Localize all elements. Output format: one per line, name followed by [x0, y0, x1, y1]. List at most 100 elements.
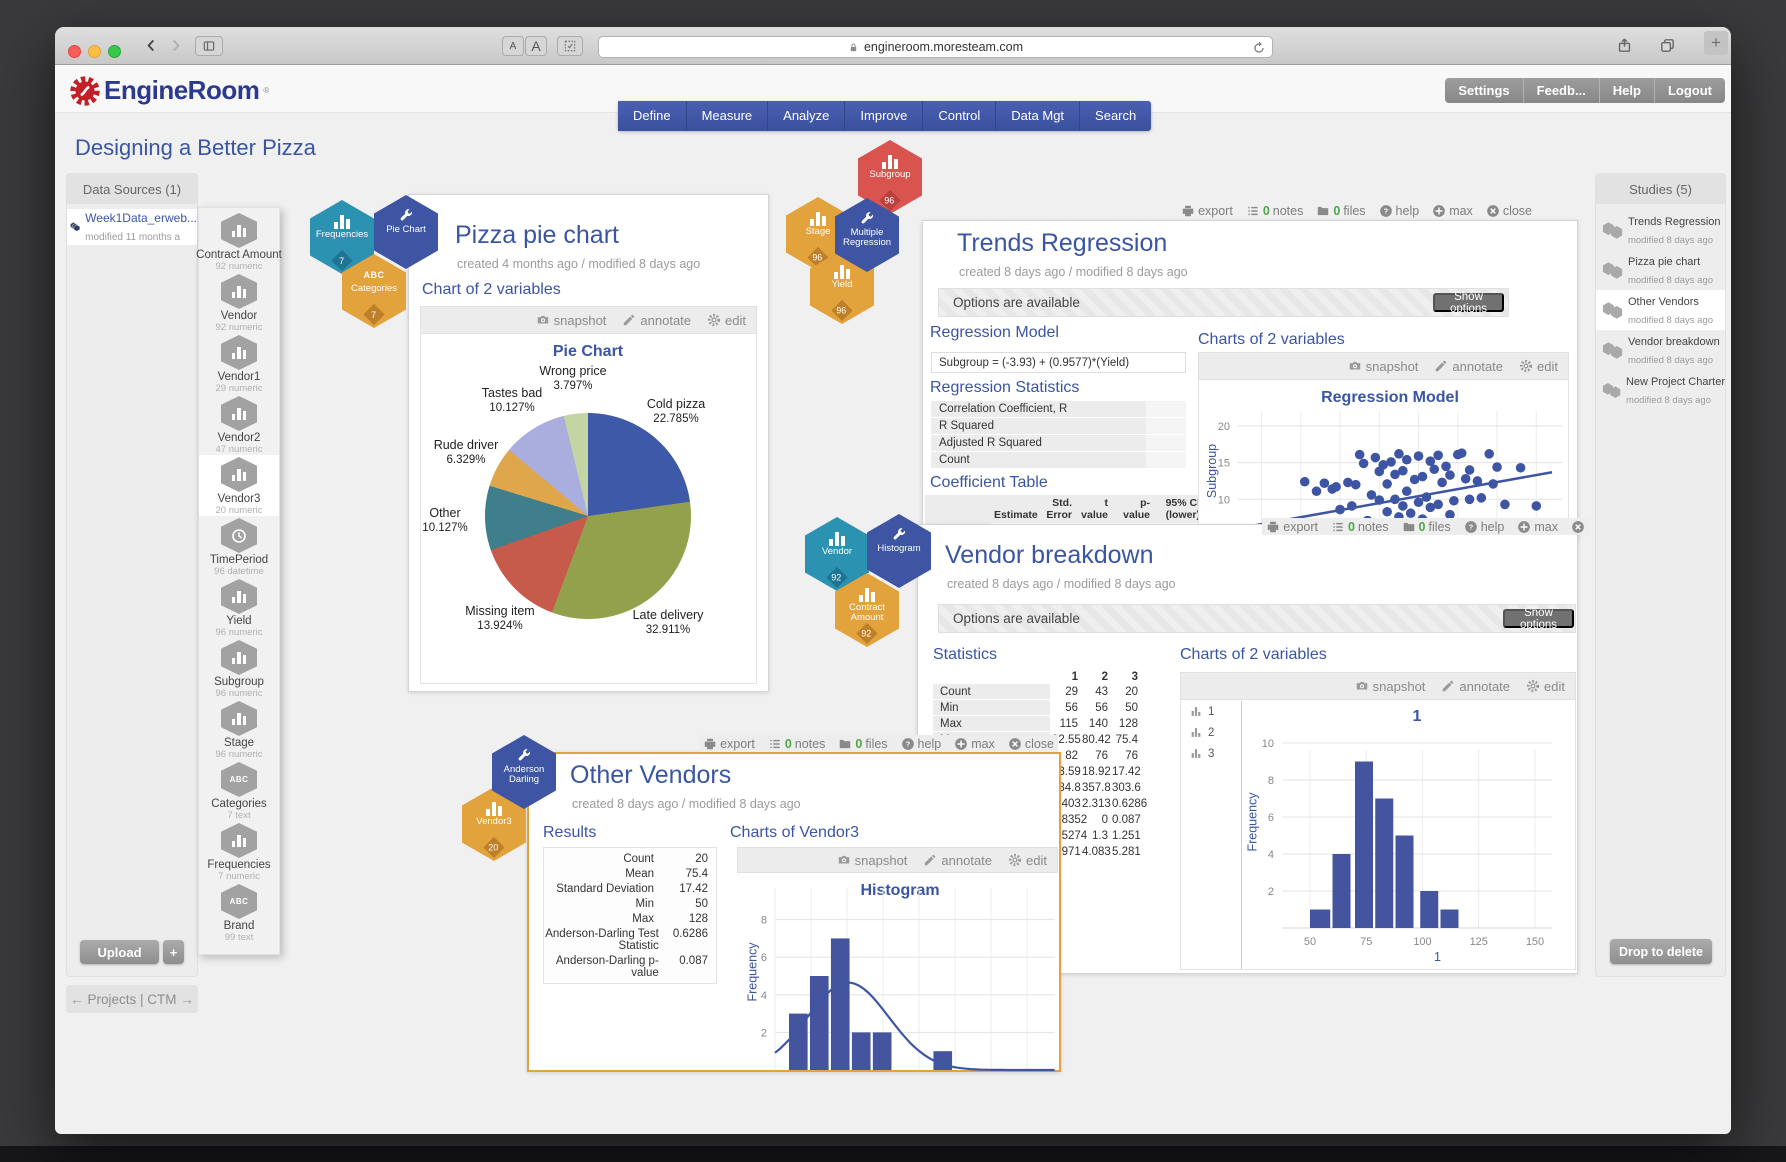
snapshot-button[interactable]: snapshot: [837, 853, 907, 868]
variables-flyout: ABC Contract Amount 92 numeric ABC Vendo…: [196, 207, 282, 955]
vendor3-histogram-chart[interactable]: 2 4 6 8: [737, 870, 1058, 1072]
nav-tab[interactable]: Control: [923, 101, 997, 131]
help-button[interactable]: help: [1464, 520, 1504, 534]
vendor-histogram-chart[interactable]: 50 75 100 125 150 2 4 6 8 10: [1180, 702, 1578, 967]
help-button[interactable]: help: [901, 737, 941, 751]
variable-item[interactable]: ABC Vendor3 20 numeric: [199, 455, 279, 516]
header-button[interactable]: Settings: [1445, 78, 1524, 103]
files-button[interactable]: 0 files: [1402, 520, 1451, 534]
annotate-button[interactable]: annotate: [923, 853, 992, 868]
snapshot-button[interactable]: snapshot: [1348, 359, 1418, 374]
variable-item[interactable]: ABC Yield 96 numeric: [199, 577, 279, 638]
maximize-button[interactable]: max: [1432, 204, 1473, 218]
hexagon-multiple-regression[interactable]: Multiple Regression: [835, 198, 899, 272]
show-options-button[interactable]: Show options: [1503, 607, 1574, 631]
increase-text-button[interactable]: A: [525, 36, 547, 56]
variable-item[interactable]: ABC TimePeriod 96 datetime: [199, 516, 279, 577]
annotate-button[interactable]: annotate: [1441, 679, 1510, 694]
header-button[interactable]: Logout: [1667, 83, 1712, 98]
study-item[interactable]: New Project Charter modified 8 days ago: [1596, 370, 1725, 410]
export-button[interactable]: export: [703, 737, 755, 751]
share-button[interactable]: [1616, 37, 1633, 55]
projects-ctm-nav[interactable]: ← Projects | CTM →: [66, 985, 198, 1013]
chart-toolbar: snapshot annotate edit: [420, 306, 757, 334]
edit-button[interactable]: edit: [707, 313, 746, 328]
hexagon-categories[interactable]: ABC Categories 7: [342, 254, 406, 328]
chart-tab-list: 1 2 3: [1181, 701, 1242, 969]
header-button[interactable]: Feedb...: [1524, 78, 1600, 103]
variable-item[interactable]: ABC Vendor2 47 numeric: [199, 394, 279, 455]
variable-item[interactable]: ABC Subgroup 96 numeric: [199, 638, 279, 699]
notes-list-icon: [1331, 520, 1345, 534]
upload-button[interactable]: Upload: [80, 940, 159, 964]
nav-tab[interactable]: Define: [618, 101, 687, 131]
maximize-button[interactable]: max: [954, 737, 995, 751]
close-window-button[interactable]: [68, 45, 81, 58]
notes-button[interactable]: 0 notes: [1246, 204, 1303, 218]
snapshot-button[interactable]: snapshot: [536, 313, 606, 328]
variable-name: Vendor2: [217, 432, 261, 444]
new-tab-button[interactable]: +: [1704, 31, 1728, 55]
help-button[interactable]: help: [1379, 204, 1419, 218]
show-options-button[interactable]: Show options: [1433, 291, 1504, 315]
chart-tab[interactable]: 2: [1181, 722, 1241, 743]
tab-overview-button[interactable]: [1659, 37, 1676, 55]
notes-button[interactable]: 0 notes: [1331, 520, 1389, 534]
reload-button[interactable]: [1252, 40, 1266, 55]
variable-item[interactable]: ABC Contract Amount 92 numeric: [196, 211, 282, 272]
close-button[interactable]: close: [1008, 736, 1054, 751]
pie-chart[interactable]: [485, 413, 691, 619]
nav-tab[interactable]: Data Mgt: [996, 101, 1081, 131]
nav-tab[interactable]: Search: [1080, 101, 1152, 131]
annotate-button[interactable]: annotate: [622, 313, 691, 328]
export-button[interactable]: export: [1266, 520, 1318, 534]
variable-item[interactable]: ABC Brand 99 text: [199, 882, 279, 943]
study-item[interactable]: Other Vendors modified 8 days ago: [1596, 290, 1725, 330]
sidebar-toggle-button[interactable]: [195, 36, 223, 56]
close-button[interactable]: close: [1486, 203, 1532, 218]
study-item[interactable]: Vendor breakdown modified 8 days ago: [1596, 330, 1725, 370]
variable-item[interactable]: ABC Vendor 92 numeric: [199, 272, 279, 333]
svg-text:10: 10: [1262, 738, 1274, 750]
files-button[interactable]: 0 files: [1316, 204, 1366, 218]
zoom-window-button[interactable]: [108, 45, 121, 58]
address-bar[interactable]: engineroom.moresteam.com: [598, 36, 1273, 58]
edit-button[interactable]: edit: [1526, 679, 1565, 694]
header-button[interactable]: Help: [1600, 78, 1655, 103]
study-item[interactable]: Trends Regression modified 8 days ago: [1596, 210, 1725, 250]
forward-button[interactable]: [167, 37, 184, 55]
nav-tab[interactable]: Analyze: [768, 101, 846, 131]
export-button[interactable]: export: [1181, 204, 1233, 218]
variable-hex-icon: ABC: [221, 701, 257, 736]
decrease-text-button[interactable]: A: [502, 36, 524, 56]
drop-to-delete-button[interactable]: Drop to delete: [1610, 939, 1712, 964]
snapshot-button[interactable]: snapshot: [1355, 679, 1425, 694]
variable-item[interactable]: ABC Stage 96 numeric: [199, 699, 279, 760]
files-button[interactable]: 0 files: [838, 737, 888, 751]
variable-item[interactable]: ABC Vendor1 29 numeric: [199, 333, 279, 394]
chart-toolbar: snapshot annotate edit: [737, 847, 1058, 873]
close-button[interactable]: [1571, 520, 1585, 534]
chart-tab[interactable]: 1: [1181, 701, 1241, 722]
annotate-button[interactable]: annotate: [1434, 359, 1503, 374]
nav-tab[interactable]: Improve: [845, 101, 924, 131]
add-data-source-button[interactable]: +: [163, 940, 184, 964]
bar-chart-icon: [231, 834, 247, 847]
variable-item[interactable]: ABC Categories 7 text: [199, 760, 279, 821]
maximize-button[interactable]: max: [1517, 520, 1558, 534]
back-button[interactable]: [143, 37, 160, 55]
nav-tab[interactable]: Measure: [686, 101, 769, 131]
window-toolbar: export 0 notes 0 files help max close: [699, 735, 1058, 752]
capture-button[interactable]: [557, 36, 583, 56]
study-item[interactable]: Pizza pie chart modified 8 days ago: [1596, 250, 1725, 290]
regression-scatter-chart[interactable]: 5101520: [1198, 373, 1578, 543]
edit-button[interactable]: edit: [1008, 853, 1047, 868]
edit-button[interactable]: edit: [1519, 359, 1558, 374]
chart-tab[interactable]: 3: [1181, 743, 1241, 764]
minimize-window-button[interactable]: [88, 45, 101, 58]
row-label: Count: [623, 852, 654, 865]
study-name: Vendor breakdown: [1628, 336, 1720, 348]
variable-item[interactable]: ABC Frequencies 7 numeric: [199, 821, 279, 882]
notes-button[interactable]: 0 notes: [768, 737, 825, 751]
data-source-item[interactable]: Week1Data_erweb... modified 11 months a: [67, 209, 197, 245]
